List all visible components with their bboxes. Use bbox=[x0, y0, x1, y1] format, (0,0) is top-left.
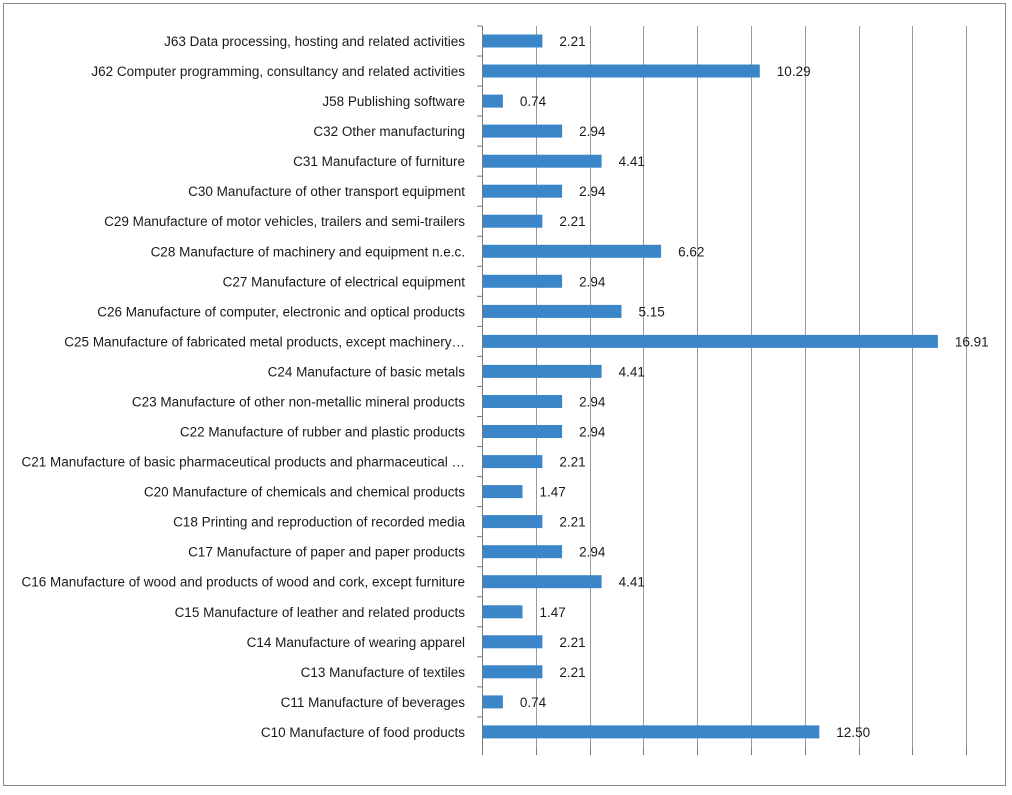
bar bbox=[483, 485, 523, 499]
category-label: J63 Data processing, hosting and related… bbox=[164, 34, 465, 49]
bar bbox=[483, 515, 543, 529]
category-axis bbox=[477, 25, 967, 755]
category-label: C25 Manufacture of fabricated metal prod… bbox=[64, 334, 465, 349]
category-label: J58 Publishing software bbox=[322, 94, 465, 109]
value-label: 0.74 bbox=[520, 695, 547, 710]
value-label: 2.21 bbox=[559, 455, 585, 470]
category-label: C27 Manufacture of electrical equipment bbox=[223, 274, 466, 289]
value-label: 16.91 bbox=[955, 334, 989, 349]
value-label: 2.21 bbox=[559, 665, 585, 680]
bar bbox=[483, 94, 503, 108]
value-label: 2.21 bbox=[559, 214, 585, 229]
category-label: C26 Manufacture of computer, electronic … bbox=[97, 304, 465, 319]
value-label: 2.94 bbox=[579, 184, 606, 199]
category-label: C29 Manufacture of motor vehicles, trail… bbox=[104, 214, 465, 229]
bar bbox=[483, 184, 563, 198]
bar bbox=[483, 635, 543, 649]
bar bbox=[483, 124, 563, 138]
bar bbox=[483, 575, 602, 589]
bar bbox=[483, 244, 662, 258]
value-label: 4.41 bbox=[619, 154, 645, 169]
category-label: C20 Manufacture of chemicals and chemica… bbox=[144, 485, 465, 500]
bar bbox=[483, 725, 820, 739]
category-label: C17 Manufacture of paper and paper produ… bbox=[188, 545, 465, 560]
value-label: 10.29 bbox=[777, 64, 811, 79]
value-label: 2.94 bbox=[579, 425, 606, 440]
bar bbox=[483, 695, 503, 709]
bar bbox=[483, 334, 938, 348]
value-label: 1.47 bbox=[540, 485, 566, 500]
category-label: C30 Manufacture of other transport equip… bbox=[188, 184, 465, 199]
value-label: 2.21 bbox=[559, 515, 585, 530]
category-label: C21 Manufacture of basic pharmaceutical … bbox=[22, 455, 465, 470]
category-label: C15 Manufacture of leather and related p… bbox=[175, 605, 466, 620]
value-label: 12.50 bbox=[836, 725, 870, 740]
bar bbox=[483, 64, 760, 78]
bar bbox=[483, 425, 563, 438]
value-label: 6.62 bbox=[678, 244, 704, 259]
value-label: 2.94 bbox=[579, 124, 606, 139]
category-label: C16 Manufacture of wood and products of … bbox=[21, 575, 465, 590]
category-label: J62 Computer programming, consultancy an… bbox=[91, 64, 465, 79]
value-labels: 2.21 10.29 0.74 2.94 4.41 2.94 2.21 6.62 2.94 5.1… bbox=[520, 34, 989, 740]
bar bbox=[483, 274, 563, 288]
bar bbox=[483, 665, 543, 679]
category-labels: J63 Data processing, hosting and related… bbox=[21, 34, 465, 740]
bar bbox=[483, 395, 563, 408]
bar bbox=[483, 605, 523, 619]
category-label: C23 Manufacture of other non-metallic mi… bbox=[132, 395, 465, 410]
bars bbox=[483, 34, 938, 739]
category-label: C24 Manufacture of basic metals bbox=[268, 364, 466, 379]
category-label: C31 Manufacture of furniture bbox=[293, 154, 465, 169]
value-label: 1.47 bbox=[540, 605, 566, 620]
gridlines bbox=[536, 26, 967, 748]
value-label: 2.21 bbox=[559, 34, 585, 49]
bar bbox=[483, 154, 602, 168]
bar bbox=[483, 304, 622, 318]
category-label: C28 Manufacture of machinery and equipme… bbox=[151, 244, 465, 259]
bar bbox=[483, 34, 543, 48]
value-label: 4.41 bbox=[619, 364, 645, 379]
value-label: 2.21 bbox=[559, 635, 585, 650]
category-label: C10 Manufacture of food products bbox=[261, 725, 465, 740]
bar bbox=[483, 214, 543, 228]
value-label: 4.41 bbox=[619, 575, 645, 590]
bar bbox=[483, 455, 543, 469]
category-label: C22 Manufacture of rubber and plastic pr… bbox=[180, 425, 465, 440]
category-label: C13 Manufacture of textiles bbox=[301, 665, 466, 680]
category-label: C14 Manufacture of wearing apparel bbox=[247, 635, 465, 650]
bar bbox=[483, 364, 602, 378]
category-label: C18 Printing and reproduction of recorde… bbox=[173, 515, 465, 530]
value-label: 2.94 bbox=[579, 545, 606, 560]
value-label: 5.15 bbox=[639, 304, 665, 319]
value-label: 0.74 bbox=[520, 94, 547, 109]
category-label: C32 Other manufacturing bbox=[313, 124, 465, 139]
bar bbox=[483, 545, 563, 559]
value-label: 2.94 bbox=[579, 395, 606, 410]
category-label: C11 Manufacture of beverages bbox=[281, 695, 466, 710]
value-label: 2.94 bbox=[579, 274, 606, 289]
